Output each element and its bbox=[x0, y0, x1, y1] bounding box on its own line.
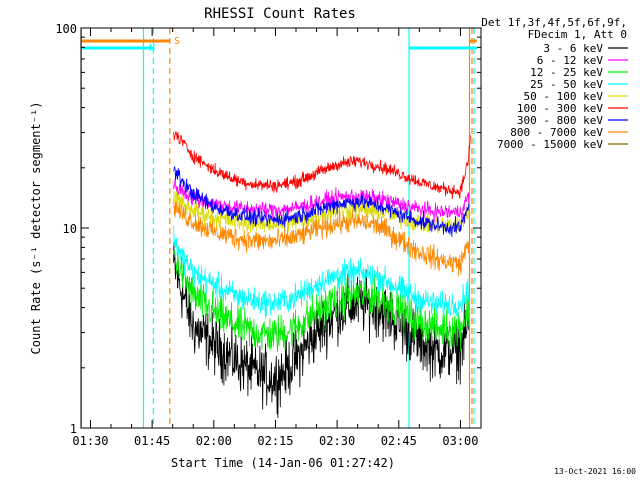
x-tick-label: 03:00 bbox=[442, 434, 478, 448]
series-line-25-50keV bbox=[173, 225, 470, 320]
legend: Det 1f,3f,4f,5f,6f,9f,FDecim 1, Att 03 -… bbox=[481, 16, 628, 151]
legend-entry-label: 25 - 50 keV bbox=[530, 78, 603, 91]
legend-entry-label: 6 - 12 keV bbox=[537, 54, 604, 67]
x-axis-label: Start Time (14-Jan-06 01:27:42) bbox=[171, 456, 395, 470]
legend-entry-label: 3 - 6 keV bbox=[543, 42, 603, 55]
series-line-300-800keV bbox=[173, 166, 470, 237]
x-tick-label: 02:30 bbox=[319, 434, 355, 448]
saa-label: S bbox=[174, 36, 180, 47]
time-markers bbox=[81, 28, 477, 428]
y-tick-label: 10 bbox=[63, 222, 77, 236]
series-line-12-25keV bbox=[173, 246, 470, 352]
x-tick-label: 02:15 bbox=[257, 434, 293, 448]
y-axis-label: Count Rate (s⁻¹ detector segment⁻¹) bbox=[29, 102, 43, 355]
legend-header: FDecim 1, Att 0 bbox=[528, 28, 627, 41]
legend-entry-label: 300 - 800 keV bbox=[517, 114, 603, 127]
night-label: N bbox=[149, 43, 155, 54]
legend-entry-label: 50 - 100 keV bbox=[524, 90, 604, 103]
series-layer bbox=[173, 130, 472, 418]
x-tick-label: 02:00 bbox=[196, 434, 232, 448]
legend-entry-label: 800 - 7000 keV bbox=[510, 126, 603, 139]
legend-entry-label: 100 - 300 keV bbox=[517, 102, 603, 115]
x-tick-label: 02:45 bbox=[381, 434, 417, 448]
x-tick-label: 01:45 bbox=[134, 434, 170, 448]
x-tick-label: 01:30 bbox=[72, 434, 108, 448]
legend-entry-label: 7000 - 15000 keV bbox=[497, 138, 603, 151]
chart-title: RHESSI Count Rates bbox=[204, 6, 356, 22]
series-line-3-6keV bbox=[173, 242, 470, 418]
footer-timestamp: 13-Oct-2021 16:00 bbox=[554, 467, 636, 476]
y-tick-label: 1 bbox=[70, 422, 77, 436]
legend-entry-label: 12 - 25 keV bbox=[530, 66, 603, 79]
legend-header: Det 1f,3f,4f,5f,6f,9f, bbox=[481, 16, 627, 29]
y-tick-label: 100 bbox=[55, 22, 77, 36]
series-line-800-7000keV bbox=[173, 196, 470, 277]
series-line-100-300keV bbox=[173, 130, 472, 200]
series-line-6-12keV bbox=[173, 179, 470, 223]
axes: 01:30 01:45 02:00 02:15 02:30 02:45 03:00 1 10 10… bbox=[55, 22, 482, 448]
